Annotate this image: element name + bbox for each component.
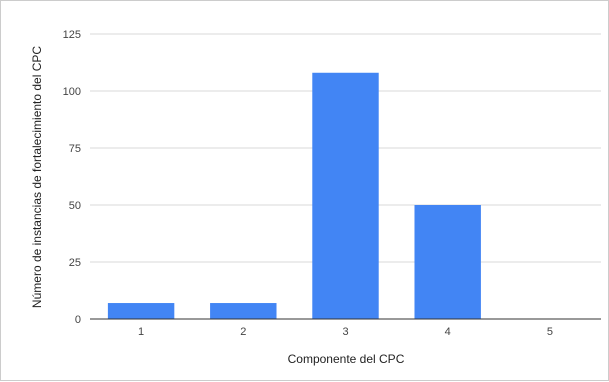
y-tick-label: 50: [69, 200, 81, 212]
bar-3: [312, 72, 379, 319]
x-tick-label: 3: [342, 326, 348, 338]
x-tick-label: 2: [240, 326, 246, 338]
bar-4: [414, 205, 481, 319]
x-axis-ticks: 1 2 3 4 5: [138, 326, 553, 338]
bar-2: [210, 303, 277, 319]
x-tick-label: 1: [138, 326, 144, 338]
bars: [107, 72, 481, 319]
x-tick-label: 5: [547, 326, 553, 338]
y-tick-label: 125: [63, 29, 81, 41]
x-axis-title: Componente del CPC: [288, 352, 405, 366]
y-tick-label: 75: [69, 143, 81, 155]
y-tick-label: 100: [63, 86, 81, 98]
y-axis-title: Número de instancias de fortalecimiento …: [30, 46, 44, 308]
y-tick-label: 25: [69, 257, 81, 269]
x-tick-label: 4: [445, 326, 451, 338]
y-axis-ticks: 0 25 50 75 100 125: [63, 29, 81, 326]
y-tick-label: 0: [75, 314, 81, 326]
bar-1: [107, 303, 175, 319]
